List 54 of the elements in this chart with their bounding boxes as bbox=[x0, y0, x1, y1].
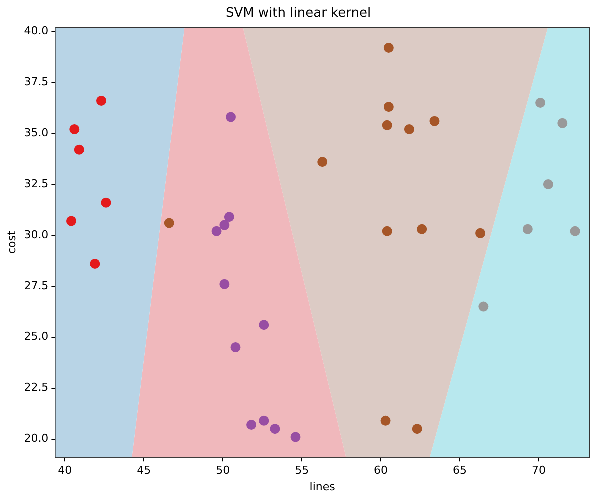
point bbox=[476, 228, 486, 238]
point bbox=[384, 102, 394, 112]
point bbox=[522, 224, 533, 234]
x-tick-label: 40 bbox=[58, 464, 72, 478]
point bbox=[404, 124, 414, 134]
x-tick-label: 65 bbox=[452, 464, 467, 478]
x-tick-label: 55 bbox=[295, 464, 310, 478]
y-tick-label: 27.5 bbox=[24, 279, 49, 292]
point bbox=[536, 98, 546, 108]
point bbox=[246, 420, 257, 430]
point bbox=[290, 432, 301, 442]
point bbox=[96, 96, 106, 106]
point bbox=[570, 226, 580, 236]
y-tick-label: 32.5 bbox=[24, 177, 49, 190]
point bbox=[382, 120, 392, 130]
y-tick-label: 22.5 bbox=[24, 381, 49, 394]
y-tick-label: 37.5 bbox=[24, 75, 49, 88]
point bbox=[212, 226, 222, 236]
point bbox=[380, 416, 391, 426]
point bbox=[220, 220, 230, 230]
point bbox=[417, 224, 428, 234]
y-tick-label: 30.0 bbox=[24, 228, 49, 242]
point bbox=[90, 259, 100, 269]
y-tick-label: 40.0 bbox=[24, 24, 49, 38]
point bbox=[226, 112, 236, 122]
x-tick-label: 45 bbox=[137, 464, 152, 478]
point bbox=[70, 124, 80, 134]
point bbox=[230, 342, 241, 353]
point bbox=[259, 320, 270, 330]
y-tick-label: 20.0 bbox=[24, 432, 49, 446]
point bbox=[74, 144, 84, 155]
point bbox=[382, 226, 392, 236]
point bbox=[412, 424, 422, 434]
point bbox=[543, 180, 554, 190]
y-axis-title: cost bbox=[5, 230, 18, 254]
point bbox=[101, 198, 112, 208]
point bbox=[270, 424, 280, 434]
y-tick-label: 25.0 bbox=[24, 330, 49, 344]
point bbox=[66, 216, 76, 226]
point bbox=[220, 279, 230, 290]
y-tick-label: 35.0 bbox=[24, 126, 49, 140]
point bbox=[164, 218, 174, 228]
x-axis-title: lines bbox=[310, 480, 336, 494]
point bbox=[224, 212, 234, 222]
x-tick-label: 60 bbox=[374, 464, 388, 478]
point bbox=[318, 157, 328, 168]
point bbox=[430, 116, 440, 126]
point bbox=[478, 302, 489, 312]
point bbox=[384, 42, 394, 53]
point bbox=[259, 416, 270, 426]
point bbox=[558, 118, 568, 128]
x-tick-label: 70 bbox=[532, 464, 546, 478]
chart-title: SVM with linear kernel bbox=[226, 6, 372, 22]
x-tick-label: 50 bbox=[216, 464, 230, 478]
